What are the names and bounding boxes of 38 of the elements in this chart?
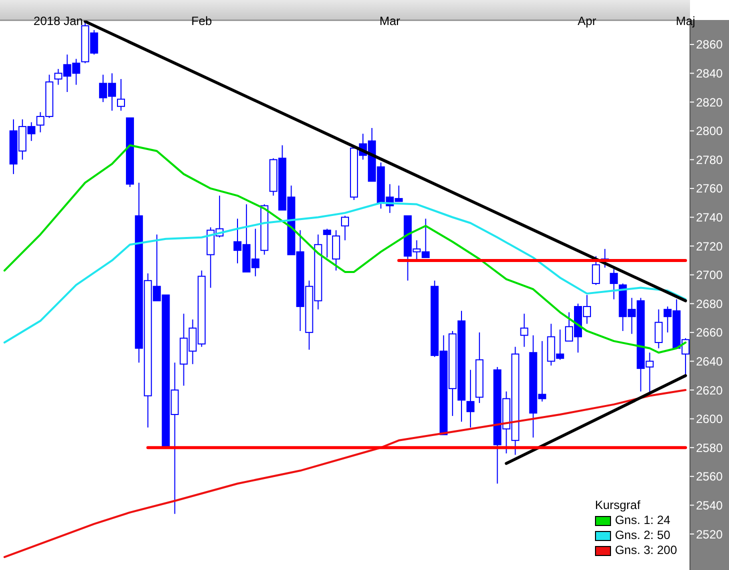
y-tick-label: 2680 [696,296,724,311]
y-tick-label: 2840 [696,66,724,81]
y-tick-label: 2640 [696,354,724,368]
x-tick-label: Feb [191,14,212,28]
line-series [3,202,687,344]
x-tick-label: Maj [676,14,696,28]
y-tick-label: 2520 [696,527,724,542]
y-tick-label: 2720 [696,239,724,254]
y-tick-label: 2700 [696,268,724,282]
y-tick-label: 2780 [696,152,724,167]
candlestick [592,256,600,286]
y-tick-label: 2760 [696,182,724,196]
candlestick [520,313,528,348]
x-tick-label: Apr [578,14,596,28]
line-series [3,389,687,558]
candlestick [341,215,350,241]
y-tick-label: 2620 [696,383,724,398]
legend-label: Gns. 1: 24 [614,513,670,528]
y-tick-label: 2860 [696,38,724,52]
candlestick [466,369,474,428]
y-tick-label: 2600 [696,412,724,426]
y-tick-label: 2660 [696,326,724,340]
legend-label: Gns. 3: 200 [614,543,677,558]
y-tick-label: 2560 [696,470,724,484]
legend-label: Gns. 2: 50 [614,528,670,543]
candlestick [610,268,618,300]
y-tick-label: 2580 [696,440,724,455]
x-tick-label: Mar [379,14,400,28]
candlestick [332,230,340,272]
y-tick-label: 2800 [696,124,724,138]
y-tick-label: 2820 [696,95,724,110]
y-tick-label: 2540 [696,498,724,512]
y-tick-label: 2740 [696,210,724,225]
candlestick [116,78,125,112]
x-tick-label: 2018 Jan [34,14,83,28]
legend-title: Kursgraf [594,498,642,513]
candlestick [323,228,332,258]
candlestick [654,308,663,349]
